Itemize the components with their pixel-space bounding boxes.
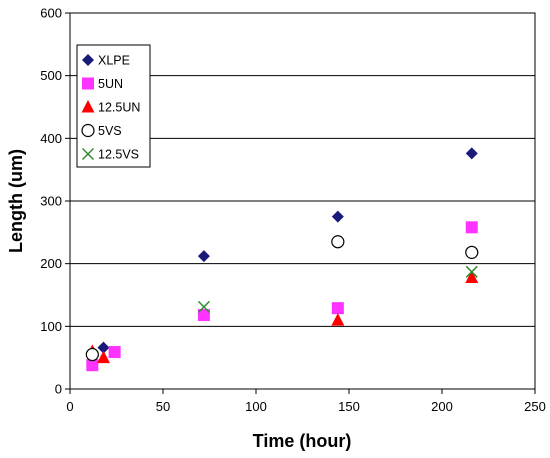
- legend-marker-xlpe: [82, 54, 94, 66]
- x-tick-label: 150: [338, 399, 360, 414]
- legend-item-12-5un: 12.5UN: [81, 100, 140, 115]
- data-point-xlpe: [97, 341, 110, 354]
- legend-marker-12-5vs: [81, 147, 95, 161]
- data-point-12-5vs: [197, 300, 210, 313]
- y-tick-label: 500: [40, 68, 62, 83]
- data-point-12-5vs: [465, 265, 478, 278]
- legend-label: 5UN: [98, 77, 123, 91]
- x-tick-label: 0: [66, 399, 73, 414]
- y-tick-label: 300: [40, 194, 62, 209]
- legend-label: XLPE: [98, 54, 130, 68]
- y-tick-label: 200: [40, 256, 62, 271]
- data-point-12-5un: [465, 270, 479, 283]
- data-point-xlpe: [331, 210, 344, 223]
- legend-label: 12.5VS: [98, 148, 139, 162]
- y-tick-label: 100: [40, 319, 62, 334]
- data-point-5un: [86, 359, 99, 372]
- data-point-12-5un: [96, 350, 110, 364]
- legend-marker-12-5un: [81, 100, 95, 113]
- data-point-5vs: [85, 347, 99, 362]
- x-tick-label: 100: [245, 399, 267, 414]
- x-axis: 0 50 100 150 200 250: [66, 389, 546, 414]
- legend-label: 5VS: [98, 124, 122, 138]
- y-axis: 0 100 200 300 400 500 600: [40, 6, 70, 397]
- y-tick-label: 600: [40, 6, 62, 21]
- legend-marker-5vs: [81, 123, 95, 138]
- data-point-5un: [465, 221, 478, 234]
- y-tick-label: 400: [40, 131, 62, 146]
- x-tick-label: 50: [156, 399, 170, 414]
- x-tick-label: 200: [431, 399, 453, 414]
- legend-label: 12.5UN: [98, 101, 140, 115]
- legend-item-5un: 5UN: [82, 77, 123, 91]
- data-point-12-5un: [331, 313, 345, 326]
- data-point-xlpe: [465, 147, 478, 160]
- x-tick-label: 250: [524, 399, 546, 414]
- data-point-5vs: [331, 235, 345, 249]
- x-axis-title: Time (hour): [253, 431, 352, 451]
- legend-marker-5un: [82, 77, 94, 90]
- legend: XLPE 5UN 12.5UN 5VS 12.5VS: [76, 44, 151, 168]
- data-point-xlpe: [197, 250, 210, 263]
- y-tick-label: 0: [55, 382, 62, 397]
- data-point-5vs: [465, 245, 479, 259]
- legend-item-12-5vs: 12.5VS: [81, 147, 139, 162]
- y-axis-title: Length (um): [6, 149, 26, 253]
- data-point-5un: [331, 302, 344, 315]
- data-points: [85, 147, 479, 372]
- legend-item-xlpe: XLPE: [82, 54, 130, 68]
- legend-item-5vs: 5VS: [81, 123, 122, 138]
- data-point-5un: [108, 346, 121, 359]
- data-point-5un: [197, 309, 210, 322]
